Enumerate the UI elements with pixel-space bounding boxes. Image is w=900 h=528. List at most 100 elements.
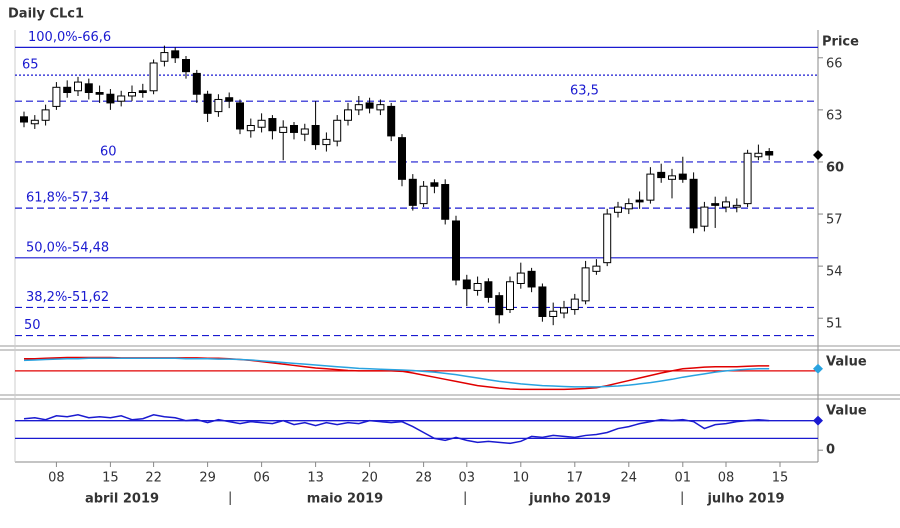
candle-body bbox=[279, 126, 288, 133]
candle-body bbox=[376, 104, 385, 111]
level-label: 50,0%-54,48 bbox=[26, 240, 109, 255]
indicator-label: Value bbox=[826, 404, 867, 419]
candle-body bbox=[614, 206, 622, 213]
candle-body bbox=[419, 185, 428, 205]
candle-body bbox=[700, 206, 709, 227]
level-label: 50 bbox=[24, 318, 41, 333]
candle-body bbox=[365, 102, 374, 109]
candle-body bbox=[441, 184, 450, 220]
candle-body bbox=[624, 203, 633, 210]
x-tick-label: 24 bbox=[621, 471, 638, 486]
y-tick-label: 57 bbox=[826, 213, 843, 228]
candle-body bbox=[549, 310, 558, 317]
candle-body bbox=[344, 109, 352, 121]
candle-body bbox=[657, 171, 666, 179]
candle-body bbox=[63, 86, 72, 94]
candle-body bbox=[581, 267, 590, 302]
x-tick-label: 01 bbox=[675, 471, 692, 486]
month-label: julho 2019 bbox=[706, 492, 784, 507]
level-label: 38,2%-51,62 bbox=[26, 290, 109, 305]
candle-body bbox=[592, 265, 601, 272]
level-label: 63,5 bbox=[570, 84, 599, 99]
candle-body bbox=[603, 213, 612, 264]
separator: | bbox=[228, 491, 232, 506]
candle-body bbox=[171, 50, 180, 59]
candle-body bbox=[160, 52, 169, 62]
candle-body bbox=[290, 124, 298, 133]
separator: | bbox=[680, 491, 684, 506]
y-tick-label: 60 bbox=[826, 160, 844, 175]
candle-body bbox=[106, 93, 115, 104]
x-tick-label: 20 bbox=[361, 471, 378, 486]
candle-body bbox=[754, 152, 763, 158]
x-tick-label: 08 bbox=[718, 471, 735, 486]
candle-body bbox=[20, 116, 28, 123]
candle-body bbox=[484, 281, 493, 298]
candle-body bbox=[322, 138, 331, 146]
candle-body bbox=[506, 281, 514, 311]
x-tick-label: 06 bbox=[253, 471, 270, 486]
y-tick-label: 51 bbox=[826, 317, 843, 332]
candle-body bbox=[52, 86, 61, 107]
indicator-marker bbox=[813, 415, 823, 426]
candle-body bbox=[214, 98, 223, 113]
candle-body bbox=[452, 220, 460, 281]
candle-body bbox=[311, 124, 320, 146]
candle-body bbox=[354, 104, 363, 111]
candle-body bbox=[117, 95, 126, 102]
candle-body bbox=[408, 178, 417, 206]
candle-body bbox=[732, 204, 741, 208]
x-tick-label: 17 bbox=[567, 471, 584, 486]
candle-body bbox=[236, 102, 244, 130]
candle-body bbox=[333, 119, 342, 142]
candle-body bbox=[560, 307, 568, 314]
candle-body bbox=[743, 152, 752, 205]
candle-body bbox=[257, 119, 266, 128]
candle-body bbox=[516, 272, 525, 284]
candle-body bbox=[387, 105, 396, 137]
y-tick-label: 54 bbox=[826, 265, 843, 280]
y-tick-label: 0 bbox=[826, 443, 835, 458]
candle-body bbox=[689, 178, 698, 229]
y-axis-label: Price bbox=[822, 35, 859, 50]
indicator-line bbox=[24, 356, 770, 391]
candle-body bbox=[430, 182, 439, 187]
candle-body bbox=[41, 109, 50, 121]
candle-body bbox=[527, 270, 536, 288]
chart-title: Daily CLc1 bbox=[8, 7, 84, 22]
candle-body bbox=[398, 137, 406, 180]
x-tick-label: 03 bbox=[459, 471, 476, 486]
candle-body bbox=[30, 119, 39, 125]
candle-body bbox=[473, 282, 482, 291]
candle-body bbox=[225, 97, 234, 102]
x-tick-label: 08 bbox=[48, 471, 65, 486]
candle-body bbox=[84, 83, 93, 94]
candle-body bbox=[182, 59, 190, 73]
candle-body bbox=[268, 118, 277, 132]
month-label: maio 2019 bbox=[307, 492, 383, 507]
x-tick-label: 22 bbox=[145, 471, 162, 486]
candle-body bbox=[495, 295, 504, 316]
x-tick-label: 28 bbox=[415, 471, 432, 486]
level-label: 65 bbox=[22, 58, 39, 73]
candle-body bbox=[678, 173, 687, 180]
candle-body bbox=[138, 90, 147, 94]
candle-body bbox=[246, 124, 255, 132]
last-price-marker bbox=[813, 150, 823, 161]
x-tick-label: 10 bbox=[513, 471, 530, 486]
candle-body bbox=[192, 72, 201, 95]
indicator-label: Value bbox=[826, 355, 867, 370]
candle-body bbox=[203, 93, 212, 114]
candle-body bbox=[538, 286, 547, 317]
x-tick-label: 29 bbox=[199, 471, 216, 486]
candle-body bbox=[570, 298, 579, 311]
separator: | bbox=[463, 491, 467, 506]
candle-body bbox=[635, 199, 644, 203]
level-label: 100,0%-66,6 bbox=[28, 30, 111, 45]
x-tick-label: 13 bbox=[307, 471, 324, 486]
x-tick-label: 15 bbox=[102, 471, 119, 486]
candle-body bbox=[668, 175, 676, 180]
candle-body bbox=[74, 81, 82, 92]
